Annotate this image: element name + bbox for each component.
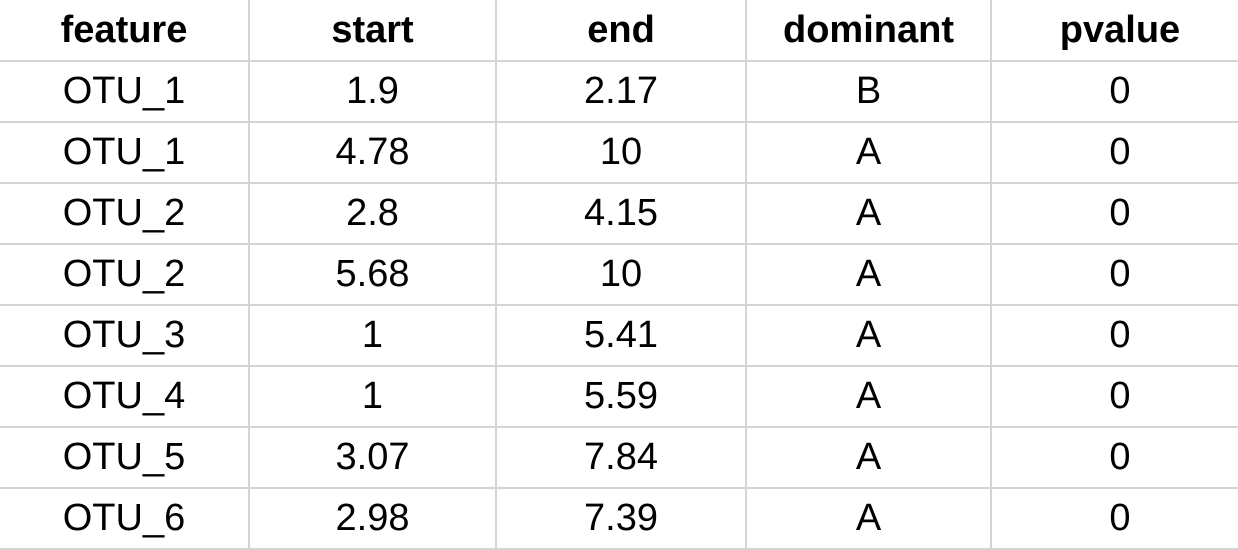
- table-row: OTU_5 3.07 7.84 A 0: [0, 427, 1238, 489]
- cell-feature[interactable]: OTU_1: [0, 61, 249, 123]
- cell-pvalue[interactable]: 0: [990, 122, 1238, 184]
- cell-end[interactable]: 4.15: [495, 183, 746, 245]
- cell-end[interactable]: 5.59: [495, 366, 746, 428]
- table-row: OTU_2 2.8 4.15 A 0: [0, 183, 1238, 245]
- cell-end[interactable]: 10: [495, 122, 746, 184]
- cell-start[interactable]: 1: [248, 366, 496, 428]
- cell-feature[interactable]: OTU_5: [0, 427, 249, 489]
- table-row: OTU_6 2.98 7.39 A 0: [0, 488, 1238, 550]
- cell-dominant[interactable]: A: [745, 183, 991, 245]
- cell-feature[interactable]: OTU_3: [0, 305, 249, 367]
- header-cell-feature[interactable]: feature: [0, 0, 249, 62]
- cell-end[interactable]: 5.41: [495, 305, 746, 367]
- cell-pvalue[interactable]: 0: [990, 488, 1238, 550]
- cell-feature[interactable]: OTU_2: [0, 183, 249, 245]
- cell-start[interactable]: 5.68: [248, 244, 496, 306]
- cell-pvalue[interactable]: 0: [990, 305, 1238, 367]
- cell-pvalue[interactable]: 0: [990, 366, 1238, 428]
- cell-start[interactable]: 2.8: [248, 183, 496, 245]
- cell-start[interactable]: 1: [248, 305, 496, 367]
- cell-feature[interactable]: OTU_1: [0, 122, 249, 184]
- cell-pvalue[interactable]: 0: [990, 183, 1238, 245]
- cell-end[interactable]: 7.84: [495, 427, 746, 489]
- cell-dominant[interactable]: A: [745, 244, 991, 306]
- cell-dominant[interactable]: A: [745, 366, 991, 428]
- cell-feature[interactable]: OTU_6: [0, 488, 249, 550]
- cell-end[interactable]: 7.39: [495, 488, 746, 550]
- cell-dominant[interactable]: A: [745, 305, 991, 367]
- table-row: OTU_1 1.9 2.17 B 0: [0, 61, 1238, 123]
- cell-pvalue[interactable]: 0: [990, 244, 1238, 306]
- cell-end[interactable]: 2.17: [495, 61, 746, 123]
- table-row: OTU_3 1 5.41 A 0: [0, 305, 1238, 367]
- header-row: feature start end dominant pvalue: [0, 0, 1238, 62]
- table-row: OTU_2 5.68 10 A 0: [0, 244, 1238, 306]
- cell-pvalue[interactable]: 0: [990, 61, 1238, 123]
- cell-pvalue[interactable]: 0: [990, 427, 1238, 489]
- cell-feature[interactable]: OTU_4: [0, 366, 249, 428]
- cell-feature[interactable]: OTU_2: [0, 244, 249, 306]
- header-cell-start[interactable]: start: [248, 0, 496, 62]
- cell-end[interactable]: 10: [495, 244, 746, 306]
- cell-start[interactable]: 4.78: [248, 122, 496, 184]
- cell-dominant[interactable]: B: [745, 61, 991, 123]
- cell-start[interactable]: 2.98: [248, 488, 496, 550]
- header-cell-dominant[interactable]: dominant: [745, 0, 991, 62]
- header-cell-pvalue[interactable]: pvalue: [990, 0, 1238, 62]
- cell-dominant[interactable]: A: [745, 427, 991, 489]
- table-row: OTU_4 1 5.59 A 0: [0, 366, 1238, 428]
- cell-start[interactable]: 1.9: [248, 61, 496, 123]
- cell-dominant[interactable]: A: [745, 488, 991, 550]
- header-cell-end[interactable]: end: [495, 0, 746, 62]
- table-row: OTU_1 4.78 10 A 0: [0, 122, 1238, 184]
- cell-start[interactable]: 3.07: [248, 427, 496, 489]
- cell-dominant[interactable]: A: [745, 122, 991, 184]
